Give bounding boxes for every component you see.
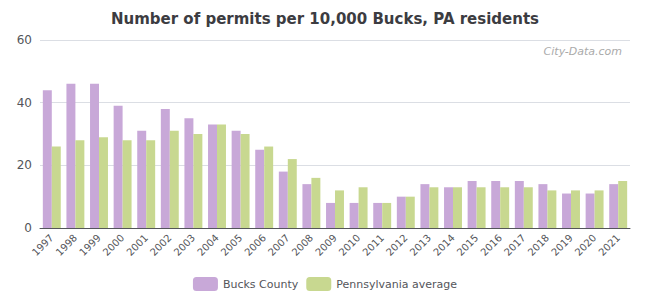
svg-text:2015: 2015: [455, 232, 481, 258]
svg-text:0: 0: [24, 221, 32, 235]
svg-text:20: 20: [17, 158, 32, 172]
svg-text:2019: 2019: [549, 232, 575, 258]
svg-text:2002: 2002: [148, 232, 174, 258]
svg-text:2012: 2012: [384, 232, 410, 258]
svg-text:2018: 2018: [526, 232, 552, 258]
svg-text:1997: 1997: [30, 232, 56, 258]
svg-text:2008: 2008: [290, 232, 316, 258]
svg-text:2011: 2011: [360, 232, 386, 258]
svg-text:Bucks County: Bucks County: [223, 278, 299, 291]
svg-text:2005: 2005: [219, 232, 245, 258]
svg-text:2006: 2006: [242, 232, 268, 258]
svg-text:2017: 2017: [502, 232, 528, 258]
svg-text:2020: 2020: [573, 232, 599, 258]
svg-text:Number of permits per 10,000 B: Number of permits per 10,000 Bucks, PA r…: [111, 10, 539, 28]
svg-text:1998: 1998: [54, 232, 80, 258]
svg-text:40: 40: [17, 96, 32, 110]
svg-text:2003: 2003: [172, 232, 198, 258]
svg-text:2001: 2001: [124, 232, 150, 258]
svg-text:Pennsylvania average: Pennsylvania average: [336, 278, 457, 291]
svg-text:City-Data.com: City-Data.com: [544, 45, 622, 58]
svg-text:2009: 2009: [313, 232, 339, 258]
svg-text:2014: 2014: [431, 232, 457, 258]
svg-text:60: 60: [17, 33, 32, 47]
svg-text:1999: 1999: [77, 232, 103, 258]
svg-text:2004: 2004: [195, 232, 221, 258]
svg-text:2007: 2007: [266, 232, 292, 258]
svg-text:2010: 2010: [337, 232, 363, 258]
svg-text:2013: 2013: [408, 232, 434, 258]
svg-text:2000: 2000: [101, 232, 127, 258]
svg-text:2021: 2021: [596, 232, 622, 258]
svg-text:2016: 2016: [478, 232, 504, 258]
